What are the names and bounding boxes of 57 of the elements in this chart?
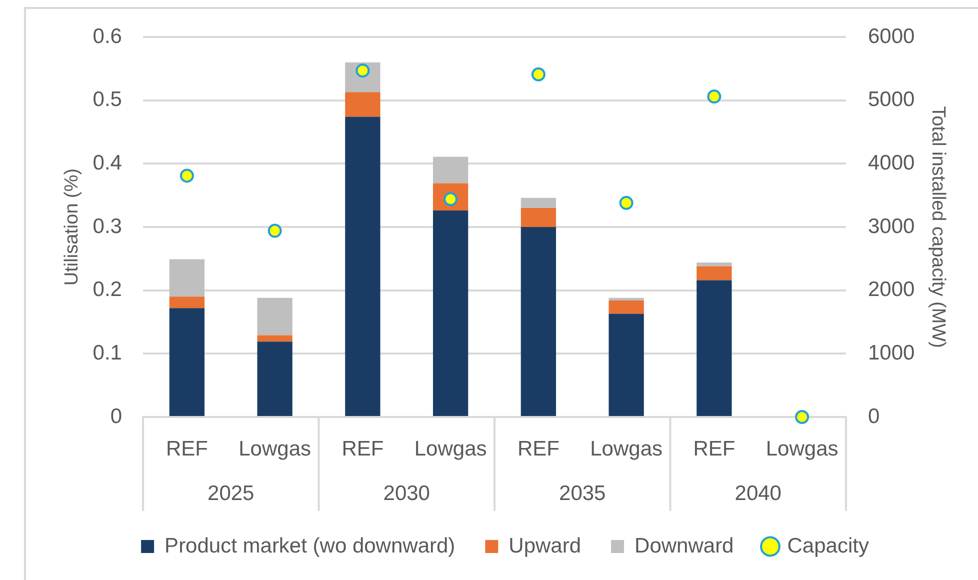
y-tick-label: 0.3 [92, 214, 122, 238]
y2-tick-label: 3000 [868, 214, 915, 238]
x-tick-label: Lowgas [766, 437, 838, 460]
text: 2035 [559, 482, 606, 505]
y2-tick-label: 2000 [868, 278, 915, 302]
x-tick-label: REF [166, 437, 208, 460]
point [180, 168, 194, 183]
point [619, 196, 634, 210]
y-tick-label: 0.1 [92, 341, 122, 364]
y2-axis-title: Total installed capacity (MW) [927, 106, 948, 348]
x-tick-label: Lowgas [414, 437, 487, 460]
bar [432, 156, 468, 184]
bar [696, 266, 732, 280]
text: 2030 [383, 482, 430, 505]
x-tick-label: REF [342, 437, 384, 460]
bar [608, 298, 644, 300]
y-tick-label: 0.5 [92, 88, 122, 112]
point [795, 410, 810, 424]
y2-tick-label: 4000 [868, 151, 915, 174]
y2-tick-label: 1000 [868, 341, 915, 364]
y2-tick-label: 5000 [868, 88, 915, 112]
bar [520, 198, 556, 208]
bar [608, 300, 644, 314]
bar [169, 308, 205, 416]
point [268, 224, 282, 238]
text: 2025 [208, 482, 254, 505]
legend-label: Capacity [787, 534, 870, 558]
y-axis-title: Utilisation (%) [62, 168, 83, 286]
bar [520, 227, 556, 416]
bar [520, 208, 556, 227]
legend-label: Product market (wo downward) [164, 534, 456, 558]
bar [345, 116, 380, 416]
bar [696, 280, 732, 416]
y2-tick-label: 6000 [868, 24, 915, 48]
x-tick-label: Lowgas [238, 437, 312, 460]
bar [257, 335, 292, 342]
y-tick-label: 0 [110, 404, 122, 428]
legend-label: Downward [634, 534, 734, 558]
bar [608, 314, 644, 416]
bar [345, 92, 380, 117]
x-tick-label: REF [693, 437, 736, 460]
bar [169, 296, 205, 308]
y-tick-label: 0.4 [92, 151, 122, 174]
x-tick-label: Lowgas [590, 437, 663, 460]
y2-tick-label: 0 [868, 404, 880, 428]
point [531, 67, 546, 82]
bar [257, 298, 292, 336]
point [707, 90, 722, 104]
x-tick-label: REF [517, 437, 560, 460]
bar [696, 262, 732, 266]
bar [169, 259, 205, 297]
y-tick-label: 0.6 [92, 24, 122, 48]
bar [257, 342, 292, 416]
y-tick-label: 0.2 [92, 278, 122, 302]
text: 2040 [734, 482, 782, 505]
legend-label: Upward [508, 534, 582, 558]
bar [432, 210, 468, 416]
